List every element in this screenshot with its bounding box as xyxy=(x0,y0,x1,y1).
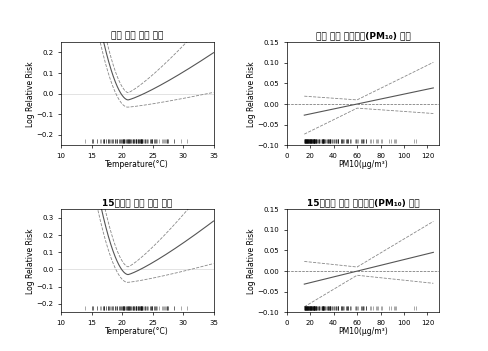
X-axis label: PM10(μg/m³): PM10(μg/m³) xyxy=(338,160,388,169)
Y-axis label: Log Relative Risk: Log Relative Risk xyxy=(26,228,35,294)
Title: 전체 연령 기온 효과: 전체 연령 기온 효과 xyxy=(111,31,163,40)
Title: 전체 연령 미세먼지(PM₁₀) 효과: 전체 연령 미세먼지(PM₁₀) 효과 xyxy=(316,31,410,40)
X-axis label: PM10(μg/m³): PM10(μg/m³) xyxy=(338,327,388,336)
Y-axis label: Log Relative Risk: Log Relative Risk xyxy=(247,61,256,126)
Title: 15세미만 연령 미세먼지(PM₁₀) 효과: 15세미만 연령 미세먼지(PM₁₀) 효과 xyxy=(306,198,419,207)
X-axis label: Temperature(°C): Temperature(°C) xyxy=(105,160,169,169)
X-axis label: Temperature(°C): Temperature(°C) xyxy=(105,327,169,336)
Y-axis label: Log Relative Risk: Log Relative Risk xyxy=(247,228,256,294)
Y-axis label: Log Relative Risk: Log Relative Risk xyxy=(26,61,35,126)
Title: 15세미만 연령 기온 효과: 15세미만 연령 기온 효과 xyxy=(102,198,172,207)
